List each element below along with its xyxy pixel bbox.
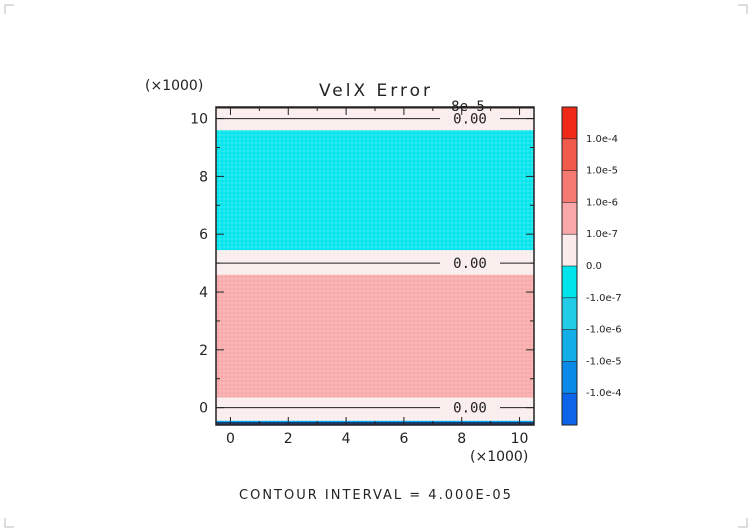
y-tick-label-0: 0 bbox=[199, 401, 208, 417]
contour-band-1 bbox=[216, 397, 534, 421]
y-tick-label-2: 4 bbox=[199, 285, 208, 301]
contour-interval-footer: CONTOUR INTERVAL = 4.000E-05 bbox=[239, 488, 513, 503]
x-axis: 0 2 4 6 8 10 bbox=[226, 107, 528, 447]
contour-bands bbox=[216, 107, 534, 425]
colorbar-label-6: -1.0e-6 bbox=[586, 325, 622, 336]
y-tick-label-4: 8 bbox=[199, 169, 208, 185]
colorbar-label-3: 1.0e-7 bbox=[586, 229, 618, 240]
colorbar-label-4: 0.0 bbox=[586, 261, 602, 272]
contour-band-4 bbox=[216, 130, 534, 251]
colorbar-label-5: -1.0e-7 bbox=[586, 293, 622, 304]
colorbar-segment-7 bbox=[562, 329, 577, 362]
colorbar-segment-9 bbox=[562, 393, 577, 425]
contour-label-0: 0.00 bbox=[453, 112, 487, 128]
x-tick-label-5: 10 bbox=[511, 431, 529, 447]
y-axis: 0 2 4 6 8 10 bbox=[190, 112, 534, 417]
chart-title: VelX Error bbox=[319, 81, 433, 101]
contour-band-3 bbox=[216, 250, 534, 275]
y-tick-label-3: 6 bbox=[199, 227, 208, 243]
contour-band-2 bbox=[216, 274, 534, 398]
x-tick-label-0: 0 bbox=[226, 431, 235, 447]
grid-texture bbox=[215, 106, 534, 425]
colorbar-label-8: -1.0e-4 bbox=[586, 388, 622, 399]
y-multiplier-label: (×1000) bbox=[145, 78, 203, 94]
x-tick-label-3: 6 bbox=[399, 431, 408, 447]
colorbar-label-2: 1.0e-6 bbox=[586, 197, 618, 208]
colorbar-segment-4 bbox=[562, 234, 577, 266]
colorbar: 1.0e-4 1.0e-5 1.0e-6 1.0e-7 0.0 -1.0e-7 -1.0e-… bbox=[561, 106, 622, 426]
crop-marks bbox=[4, 4, 748, 528]
colorbar-label-7: -1.0e-5 bbox=[586, 356, 622, 367]
colorbar-segment-3 bbox=[562, 202, 577, 235]
colorbar-segment-6 bbox=[562, 297, 577, 330]
x-tick-label-1: 2 bbox=[284, 431, 293, 447]
x-tick-label-2: 4 bbox=[342, 431, 351, 447]
colorbar-segment-5 bbox=[562, 266, 577, 298]
colorbar-label-1: 1.0e-5 bbox=[586, 166, 618, 177]
colorbar-segment-0 bbox=[562, 107, 577, 139]
y-tick-label-5: 10 bbox=[190, 112, 208, 128]
colorbar-label-0: 1.0e-4 bbox=[586, 134, 618, 145]
contour-label-2: 0.00 bbox=[453, 401, 487, 417]
x-multiplier-label: (×1000) bbox=[470, 449, 528, 465]
x-tick-label-4: 8 bbox=[457, 431, 466, 447]
colorbar-segment-1 bbox=[562, 138, 577, 171]
contour-label-1: 0.00 bbox=[453, 256, 487, 272]
y-tick-label-1: 2 bbox=[199, 343, 208, 359]
colorbar-segment-8 bbox=[562, 361, 577, 394]
colorbar-segment-2 bbox=[562, 170, 577, 203]
